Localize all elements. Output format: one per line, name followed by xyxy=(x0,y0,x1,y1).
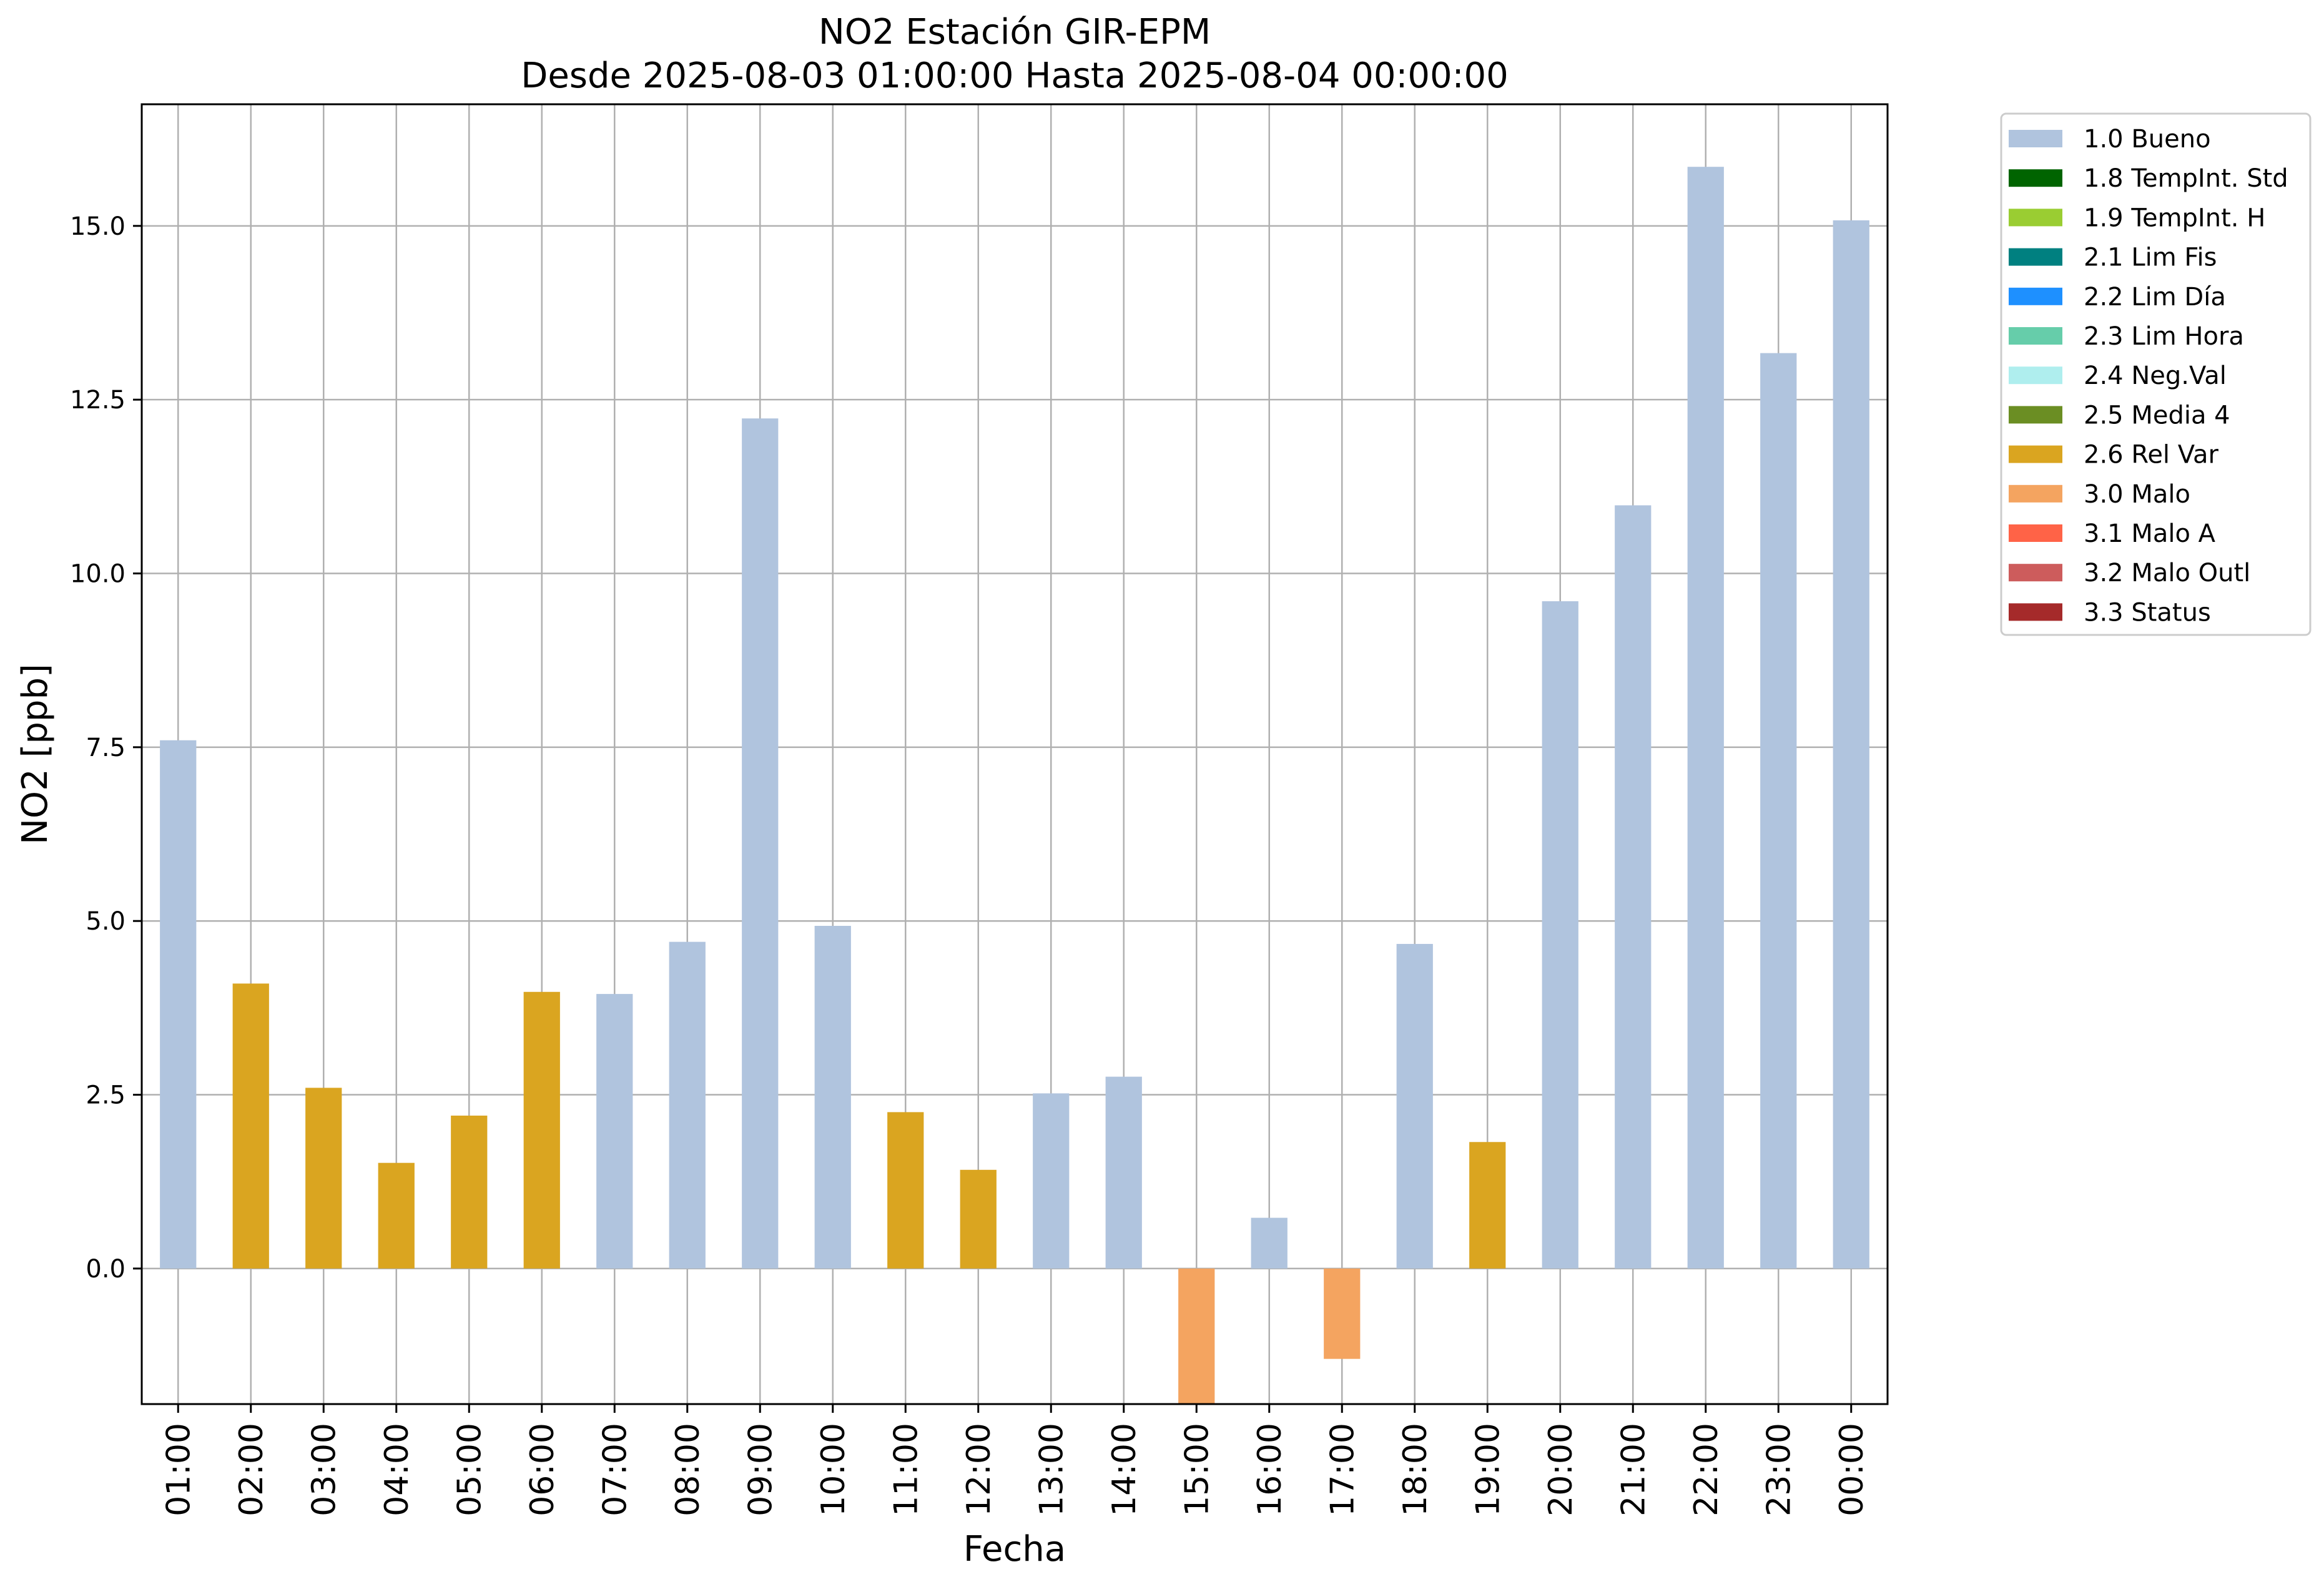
x-tick-label: 03:00 xyxy=(305,1423,343,1516)
legend: 1.0 Bueno 1.8 TempInt. Std 1.9 TempInt. H 2… xyxy=(2000,112,2312,636)
legend-label: 1.0 Bueno xyxy=(2084,125,2211,154)
legend-swatch xyxy=(2009,445,2062,463)
legend-label: 3.3 Status xyxy=(2084,598,2211,627)
legend-label: 3.0 Malo xyxy=(2084,480,2190,509)
x-tick-label: 22:00 xyxy=(1688,1423,1725,1516)
bar-1300 xyxy=(1033,1093,1070,1269)
bar-0100 xyxy=(160,740,197,1269)
y-tick-label: 2.5 xyxy=(86,1081,126,1110)
y-tick-label: 15.0 xyxy=(70,212,126,241)
x-tick-label: 19:00 xyxy=(1469,1423,1507,1516)
bar-1400 xyxy=(1105,1076,1142,1269)
bar-1000 xyxy=(814,926,851,1269)
bar-0900 xyxy=(742,418,779,1269)
bar-2000 xyxy=(1542,601,1578,1269)
legend-label: 2.3 Lim Hora xyxy=(2084,322,2244,351)
legend-label: 1.8 TempInt. Std xyxy=(2084,164,2288,193)
legend-box xyxy=(2000,112,2312,636)
legend-label: 2.1 Lim Fis xyxy=(2084,243,2217,272)
y-tick-label: 7.5 xyxy=(86,734,126,762)
bar-0600 xyxy=(523,991,560,1269)
legend-swatch xyxy=(2009,169,2062,187)
y-tick-label: 12.5 xyxy=(70,386,126,415)
legend-swatch xyxy=(2009,484,2062,503)
bar-2100 xyxy=(1615,505,1652,1269)
legend-label: 1.9 TempInt. H xyxy=(2084,204,2265,232)
y-tick-label: 5.0 xyxy=(86,907,126,936)
bar-0300 xyxy=(305,1088,342,1269)
bar-0200 xyxy=(232,983,269,1269)
bar-1800 xyxy=(1396,943,1433,1269)
x-tick-label: 10:00 xyxy=(815,1423,852,1516)
chart-title: NO2 Estación GIR-EPM xyxy=(819,12,1211,52)
y-axis-label: NO2 [ppb] xyxy=(15,664,56,845)
x-axis: 01:00 02:00 03:00 04:00 05:00 06:00 07:00 08:00… xyxy=(160,1404,1871,1516)
chart-subtitle: Desde 2025-08-03 01:00:00 Hasta 2025-08-… xyxy=(521,56,1509,96)
legend-label: 2.4 Neg.Val xyxy=(2084,361,2227,390)
legend-swatch xyxy=(2009,603,2062,621)
x-tick-label: 16:00 xyxy=(1251,1423,1289,1516)
legend-label: 3.1 Malo A xyxy=(2084,519,2216,548)
legend-label: 2.2 Lim Día xyxy=(2084,283,2226,312)
bar-1600 xyxy=(1251,1217,1288,1269)
x-tick-label: 20:00 xyxy=(1542,1423,1580,1516)
legend-label: 2.6 Rel Var xyxy=(2084,441,2219,469)
bar-0800 xyxy=(669,941,706,1269)
x-axis-label: Fecha xyxy=(963,1529,1066,1570)
legend-swatch xyxy=(2009,248,2062,266)
legend-label: 2.5 Media 4 xyxy=(2084,401,2230,430)
x-tick-label: 11:00 xyxy=(887,1423,925,1516)
bar-1200 xyxy=(960,1169,997,1269)
x-tick-label: 14:00 xyxy=(1106,1423,1143,1516)
x-tick-label: 00:00 xyxy=(1833,1423,1871,1516)
bar-0400 xyxy=(378,1162,415,1269)
x-tick-label: 07:00 xyxy=(596,1423,634,1516)
bar-0700 xyxy=(596,994,633,1269)
legend-swatch xyxy=(2009,209,2062,227)
legend-swatch xyxy=(2009,564,2062,582)
bar-2200 xyxy=(1687,167,1724,1269)
y-axis: 0.0 2.5 5.0 7.5 10.0 12.5 15.0 xyxy=(70,212,142,1284)
x-tick-label: 08:00 xyxy=(669,1423,707,1516)
legend-label: 3.2 Malo Outl xyxy=(2084,559,2250,587)
x-tick-label: 15:00 xyxy=(1178,1423,1216,1516)
bar-0000 xyxy=(1833,220,1869,1269)
bar-1500 xyxy=(1178,1268,1215,1404)
legend-swatch xyxy=(2009,406,2062,424)
legend-swatch xyxy=(2009,287,2062,305)
x-tick-label: 02:00 xyxy=(233,1423,270,1516)
y-tick-label: 10.0 xyxy=(70,560,126,589)
x-tick-label: 09:00 xyxy=(742,1423,779,1516)
x-tick-label: 06:00 xyxy=(524,1423,561,1516)
bar-1900 xyxy=(1469,1142,1506,1269)
x-tick-label: 05:00 xyxy=(451,1423,488,1516)
bar-1700 xyxy=(1324,1268,1361,1359)
legend-swatch xyxy=(2009,327,2062,345)
x-tick-label: 21:00 xyxy=(1615,1423,1652,1516)
legend-swatch xyxy=(2009,524,2062,542)
x-tick-label: 12:00 xyxy=(960,1423,998,1516)
x-tick-label: 04:00 xyxy=(378,1423,416,1516)
x-tick-label: 17:00 xyxy=(1324,1423,1361,1516)
legend-swatch xyxy=(2009,366,2062,385)
x-tick-label: 23:00 xyxy=(1760,1423,1798,1516)
legend-swatch xyxy=(2009,130,2062,147)
bar-1100 xyxy=(887,1112,924,1269)
x-tick-label: 01:00 xyxy=(160,1423,197,1516)
y-tick-label: 0.0 xyxy=(86,1255,126,1284)
plot-area xyxy=(140,103,1889,1405)
bars xyxy=(160,167,1869,1404)
bar-2300 xyxy=(1760,353,1797,1269)
x-tick-label: 13:00 xyxy=(1033,1423,1070,1516)
bar-0500 xyxy=(451,1115,488,1269)
x-tick-label: 18:00 xyxy=(1397,1423,1434,1516)
